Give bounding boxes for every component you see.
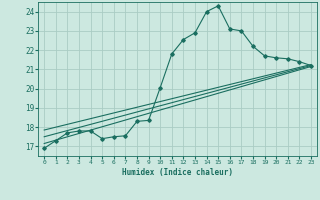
- X-axis label: Humidex (Indice chaleur): Humidex (Indice chaleur): [122, 168, 233, 177]
